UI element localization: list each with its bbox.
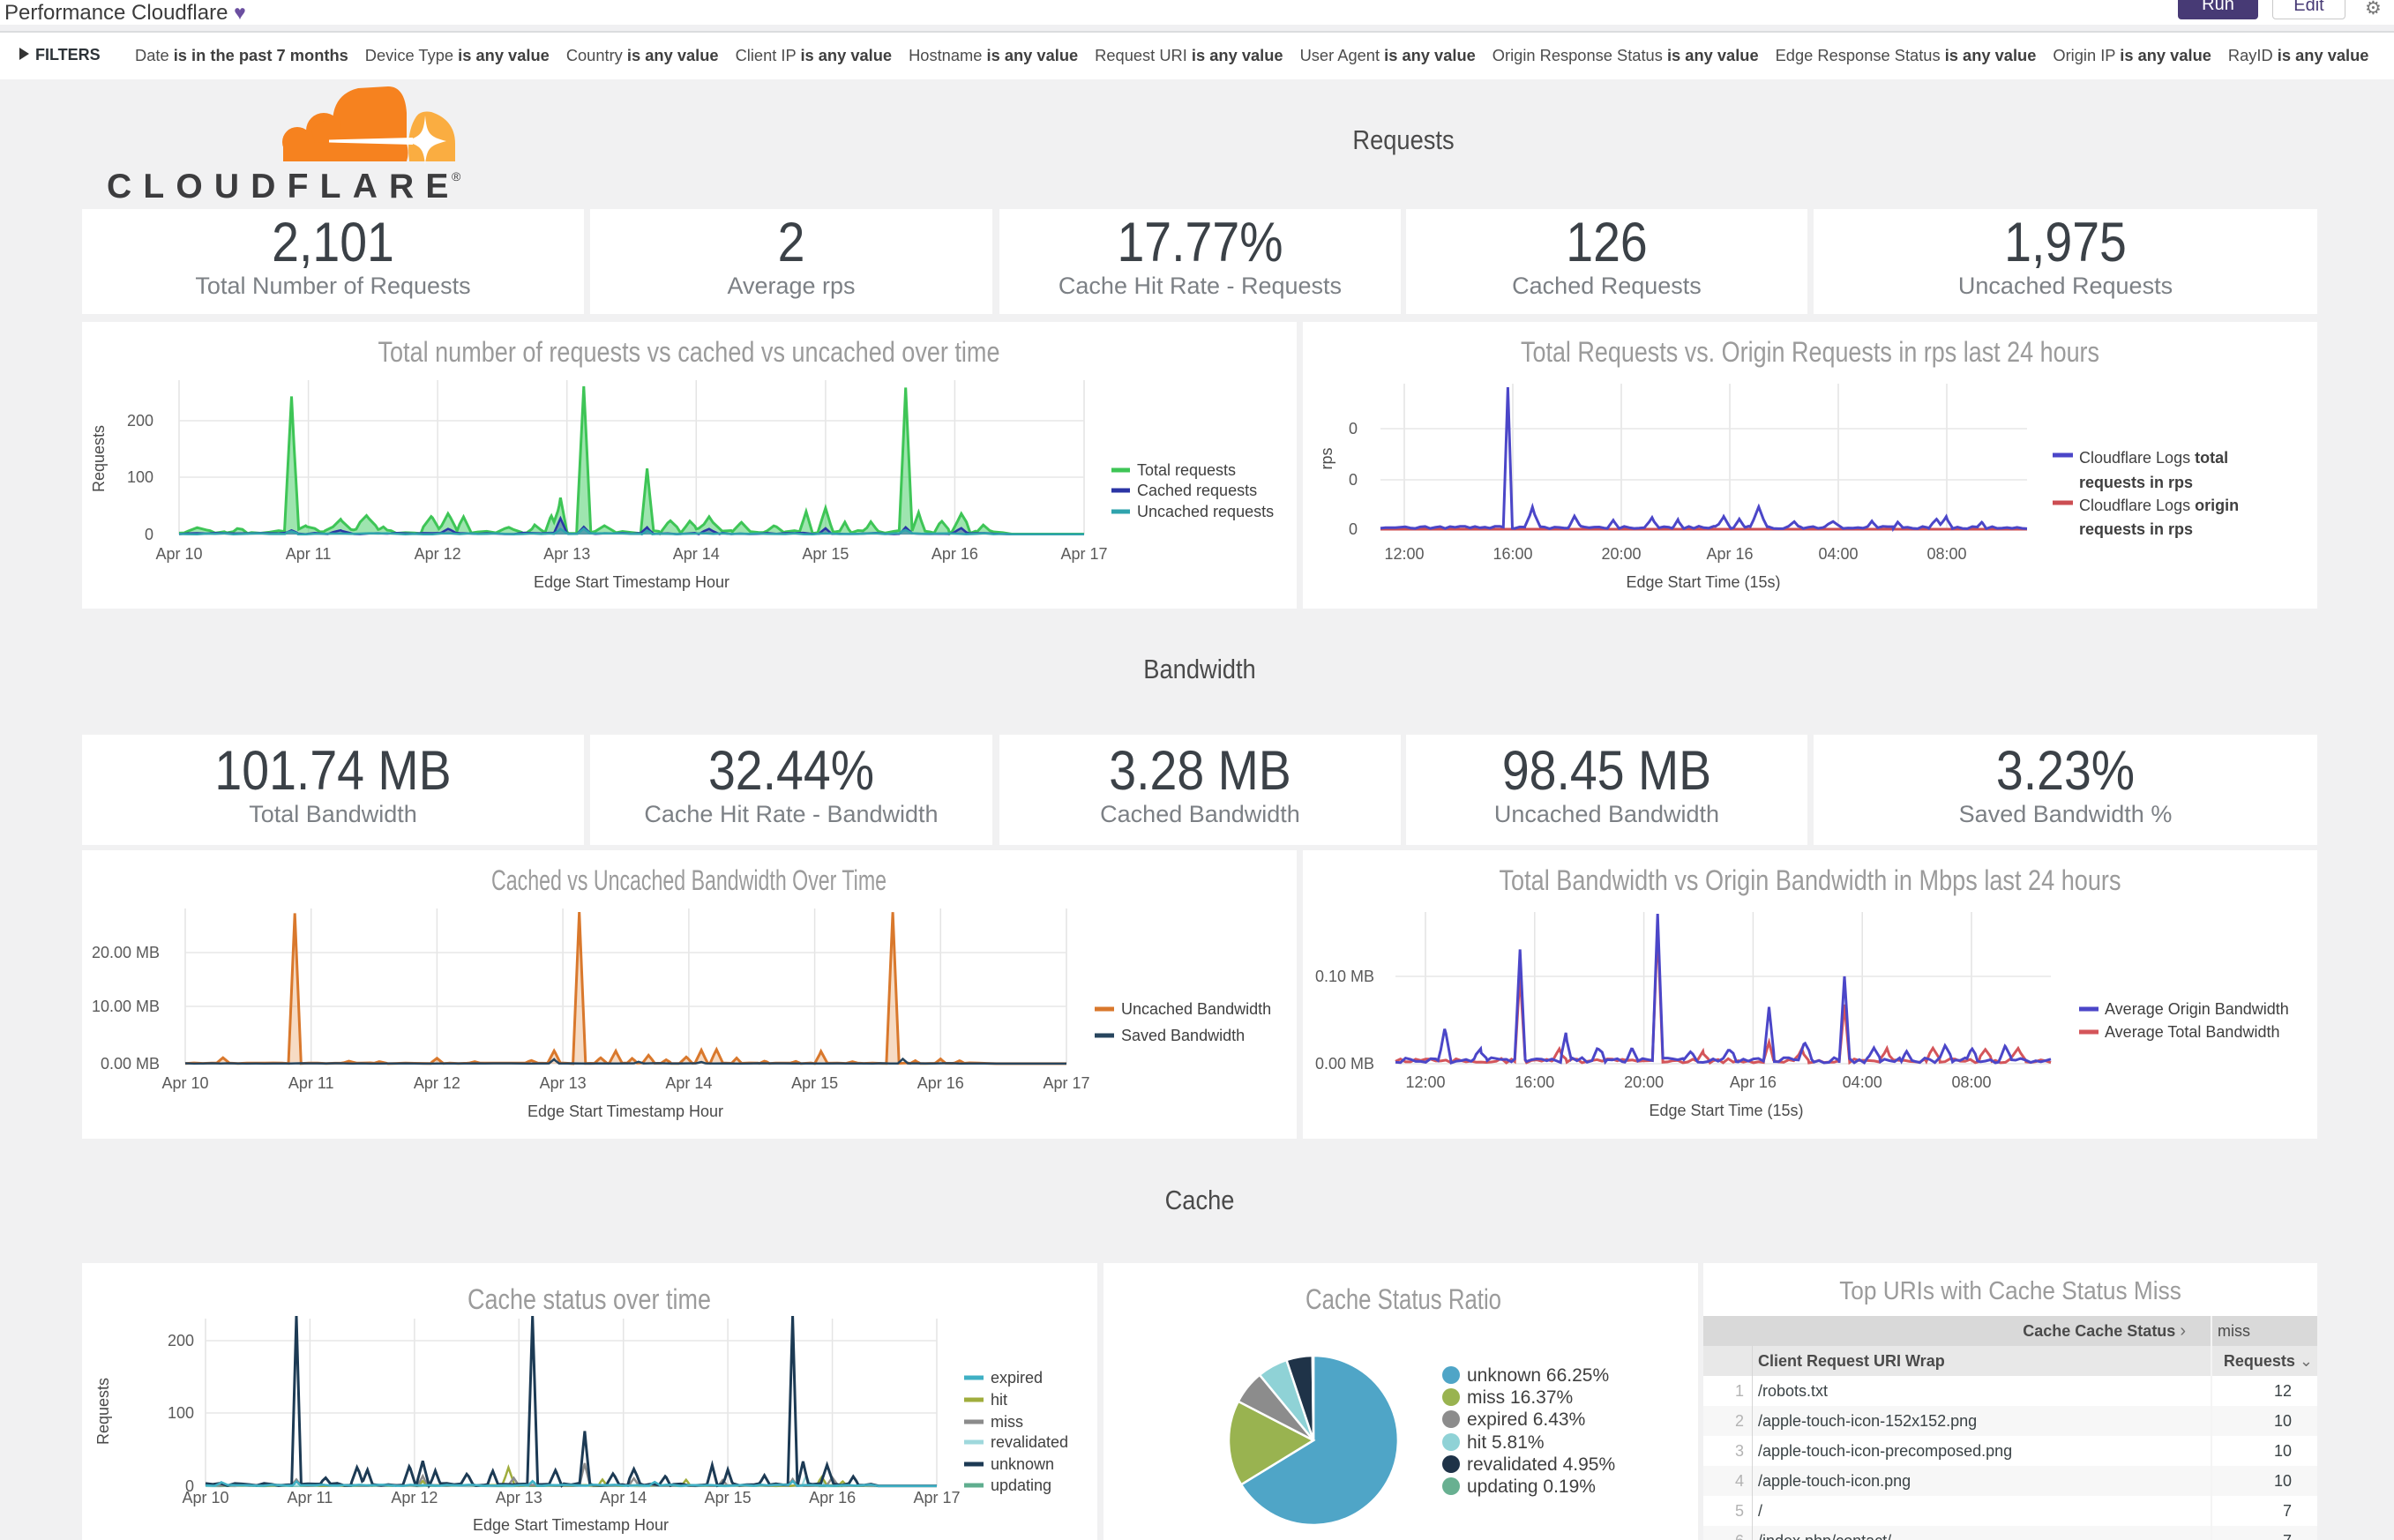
- svg-text:Uncached requests: Uncached requests: [1137, 503, 1274, 520]
- svg-text:Average Origin Bandwidth: Average Origin Bandwidth: [2105, 1000, 2289, 1018]
- svg-text:Edge Start Timestamp Hour: Edge Start Timestamp Hour: [527, 1103, 723, 1120]
- svg-text:Apr 15: Apr 15: [802, 545, 849, 563]
- svg-text:Cache Status Ratio: Cache Status Ratio: [1305, 1283, 1501, 1315]
- svg-text:rps: rps: [1318, 447, 1335, 469]
- svg-text:Total number of requests vs ca: Total number of requests vs cached vs un…: [378, 336, 1000, 368]
- svg-text:16:00: 16:00: [1515, 1073, 1554, 1091]
- svg-text:Total requests: Total requests: [1137, 461, 1236, 479]
- svg-text:Apr 14: Apr 14: [600, 1489, 647, 1506]
- svg-text:04:00: 04:00: [1818, 545, 1858, 563]
- svg-text:Apr 17: Apr 17: [1043, 1074, 1089, 1092]
- svg-text:0.00 MB: 0.00 MB: [101, 1055, 160, 1073]
- svg-text:12:00: 12:00: [1405, 1073, 1445, 1091]
- svg-text:Edge Start Timestamp Hour: Edge Start Timestamp Hour: [534, 573, 729, 591]
- svg-text:0: 0: [1349, 420, 1358, 437]
- svg-text:Apr 16: Apr 16: [917, 1074, 964, 1092]
- svg-text:20:00: 20:00: [1624, 1073, 1664, 1091]
- svg-text:miss: miss: [991, 1413, 1023, 1431]
- svg-text:hit: hit: [991, 1391, 1007, 1409]
- svg-text:Apr 13: Apr 13: [540, 1074, 587, 1092]
- svg-text:revalidated 4.95%: revalidated 4.95%: [1467, 1454, 1615, 1475]
- svg-text:Cloudflare Logs origin: Cloudflare Logs origin: [2079, 497, 2239, 514]
- svg-text:Apr 15: Apr 15: [791, 1074, 838, 1092]
- svg-text:20:00: 20:00: [1601, 545, 1641, 563]
- svg-text:revalidated: revalidated: [991, 1433, 1068, 1451]
- svg-text:Average Total Bandwidth: Average Total Bandwidth: [2105, 1023, 2279, 1041]
- svg-text:200: 200: [168, 1332, 194, 1349]
- svg-text:requests in rps: requests in rps: [2079, 520, 2193, 538]
- svg-text:Apr 16: Apr 16: [809, 1489, 856, 1506]
- svg-text:Cache status over time: Cache status over time: [468, 1283, 711, 1315]
- svg-text:CLOUDFLARE: CLOUDFLARE: [107, 168, 460, 206]
- svg-text:Edge Start Time (15s): Edge Start Time (15s): [1649, 1102, 1803, 1119]
- svg-text:08:00: 08:00: [1951, 1073, 1991, 1091]
- svg-text:requests in rps: requests in rps: [2079, 474, 2193, 491]
- svg-text:Cached vs Uncached Bandwidth O: Cached vs Uncached Bandwidth Over Time: [491, 864, 887, 896]
- svg-text:20.00 MB: 20.00 MB: [92, 944, 160, 961]
- svg-text:Apr 16: Apr 16: [1730, 1073, 1777, 1091]
- svg-text:Apr 11: Apr 11: [288, 1489, 333, 1506]
- svg-text:Total Bandwidth vs Origin Band: Total Bandwidth vs Origin Bandwidth in M…: [1500, 864, 2121, 896]
- svg-text:12:00: 12:00: [1384, 545, 1424, 563]
- svg-text:16:00: 16:00: [1493, 545, 1532, 563]
- svg-text:Apr 17: Apr 17: [913, 1489, 960, 1506]
- svg-text:®: ®: [452, 169, 461, 183]
- svg-text:Apr 13: Apr 13: [496, 1489, 542, 1506]
- svg-text:Apr 10: Apr 10: [155, 545, 202, 563]
- svg-text:Apr 15: Apr 15: [705, 1489, 752, 1506]
- svg-text:expired: expired: [991, 1369, 1043, 1387]
- svg-text:0.00 MB: 0.00 MB: [1315, 1055, 1374, 1073]
- svg-text:10.00 MB: 10.00 MB: [92, 998, 160, 1015]
- svg-text:Apr 17: Apr 17: [1060, 545, 1107, 563]
- svg-text:Apr 16: Apr 16: [931, 545, 978, 563]
- svg-text:Requests: Requests: [90, 425, 108, 492]
- svg-text:Edge Start Time (15s): Edge Start Time (15s): [1626, 573, 1780, 591]
- svg-text:updating 0.19%: updating 0.19%: [1467, 1476, 1596, 1497]
- svg-text:04:00: 04:00: [1843, 1073, 1882, 1091]
- svg-text:Saved Bandwidth: Saved Bandwidth: [1121, 1027, 1245, 1044]
- svg-text:Requests: Requests: [94, 1378, 112, 1445]
- svg-text:Apr 16: Apr 16: [1706, 545, 1753, 563]
- svg-text:0.10 MB: 0.10 MB: [1315, 968, 1374, 985]
- svg-text:Apr 10: Apr 10: [161, 1074, 208, 1092]
- svg-text:0: 0: [1349, 471, 1358, 489]
- svg-text:Apr 12: Apr 12: [391, 1489, 438, 1506]
- svg-text:Total Requests vs. Origin Requ: Total Requests vs. Origin Requests in rp…: [1521, 336, 2099, 368]
- svg-text:Cached requests: Cached requests: [1137, 482, 1257, 499]
- svg-text:Apr 12: Apr 12: [415, 545, 461, 563]
- svg-text:Uncached Bandwidth: Uncached Bandwidth: [1121, 1000, 1271, 1018]
- svg-text:Apr 11: Apr 11: [286, 545, 332, 563]
- svg-text:100: 100: [168, 1404, 194, 1422]
- svg-text:Apr 14: Apr 14: [673, 545, 720, 563]
- svg-text:0: 0: [145, 526, 153, 543]
- svg-text:updating: updating: [991, 1476, 1051, 1494]
- svg-text:Apr 14: Apr 14: [665, 1074, 712, 1092]
- svg-text:200: 200: [127, 412, 153, 430]
- svg-text:Apr 13: Apr 13: [543, 545, 590, 563]
- svg-text:Cloudflare Logs total: Cloudflare Logs total: [2079, 449, 2228, 467]
- svg-text:Edge Start Timestamp Hour: Edge Start Timestamp Hour: [473, 1516, 669, 1534]
- svg-text:0: 0: [1349, 520, 1358, 538]
- svg-text:Apr 11: Apr 11: [288, 1074, 334, 1092]
- svg-text:0: 0: [185, 1477, 194, 1495]
- svg-text:hit 5.81%: hit 5.81%: [1467, 1432, 1545, 1453]
- svg-text:Apr 12: Apr 12: [414, 1074, 460, 1092]
- svg-text:unknown 66.25%: unknown 66.25%: [1467, 1365, 1609, 1386]
- svg-text:miss 16.37%: miss 16.37%: [1467, 1387, 1573, 1408]
- svg-text:08:00: 08:00: [1926, 545, 1966, 563]
- svg-text:Apr 10: Apr 10: [182, 1489, 228, 1506]
- svg-text:100: 100: [127, 468, 153, 486]
- svg-text:unknown: unknown: [991, 1455, 1054, 1473]
- svg-text:expired 6.43%: expired 6.43%: [1467, 1409, 1585, 1430]
